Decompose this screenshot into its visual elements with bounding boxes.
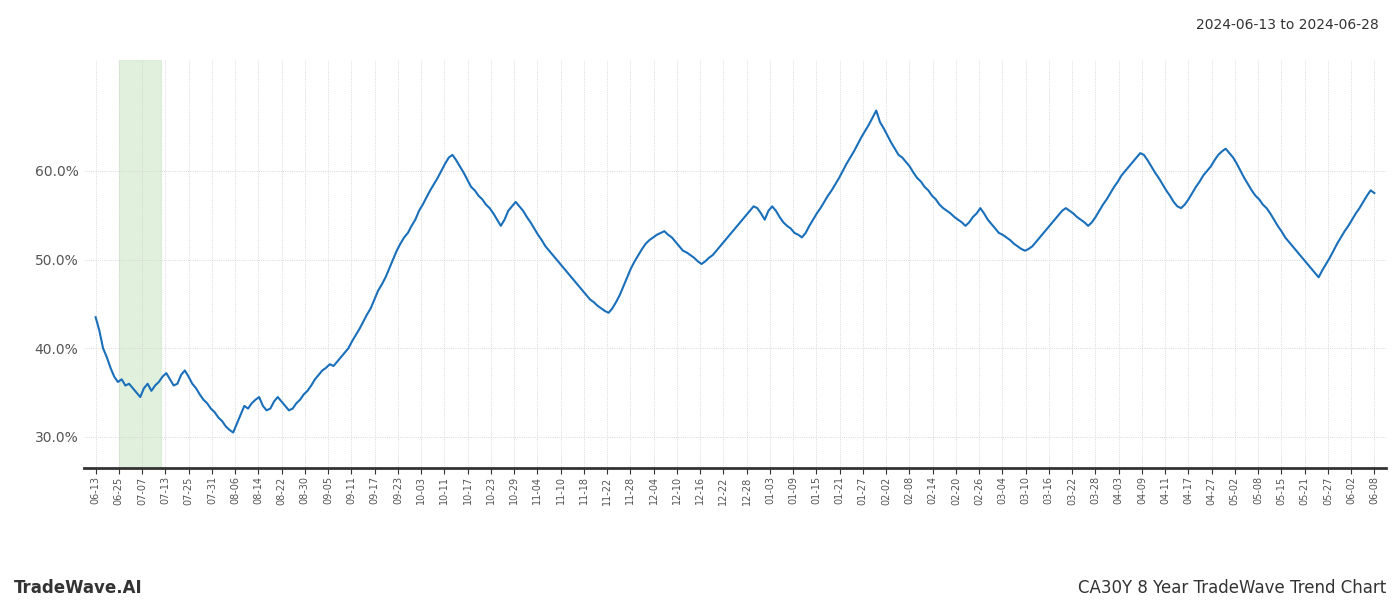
Text: 2024-06-13 to 2024-06-28: 2024-06-13 to 2024-06-28 [1196, 18, 1379, 32]
Bar [119, 60, 161, 468]
Text: TradeWave.AI: TradeWave.AI [14, 579, 143, 597]
Text: CA30Y 8 Year TradeWave Trend Chart: CA30Y 8 Year TradeWave Trend Chart [1078, 579, 1386, 597]
